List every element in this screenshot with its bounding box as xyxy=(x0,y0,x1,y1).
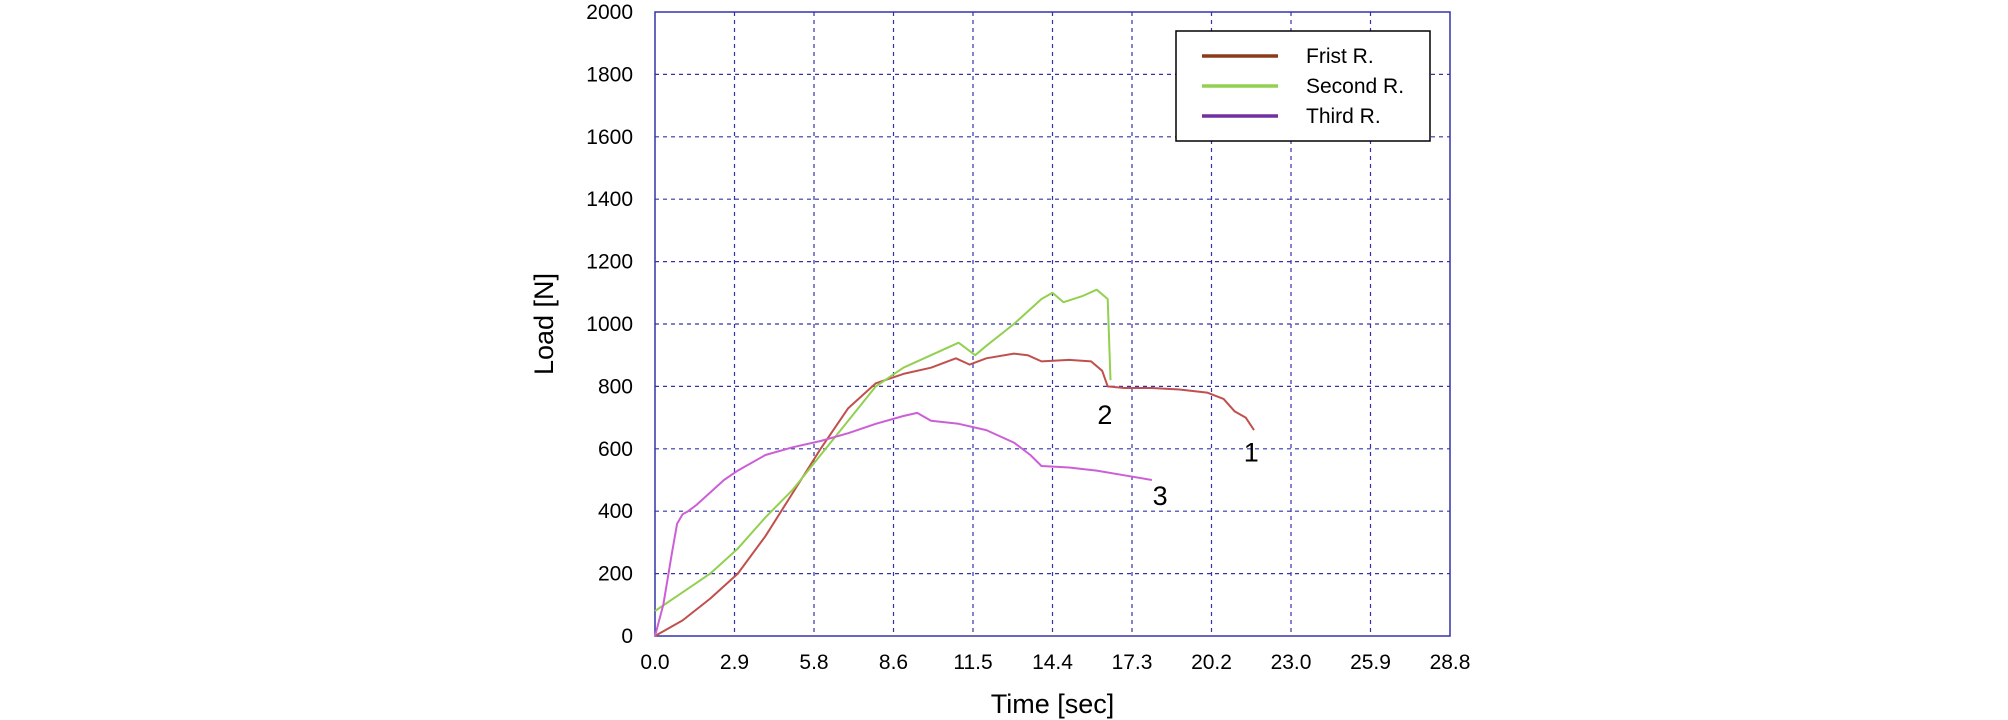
x-tick-label: 8.6 xyxy=(879,651,908,674)
x-tick-label: 28.8 xyxy=(1430,651,1471,674)
legend-label-2: Second R. xyxy=(1306,75,1404,98)
y-tick-label: 200 xyxy=(598,563,633,586)
x-tick-label: 23.0 xyxy=(1271,651,1312,674)
series-line-2 xyxy=(654,288,1112,612)
curve-annotation-3: 3 xyxy=(1153,481,1168,511)
annotations: 1 2 3 xyxy=(1097,400,1258,511)
x-tick-label: 25.9 xyxy=(1350,651,1391,674)
series-line-1 xyxy=(654,352,1255,637)
y-tick-label: 1400 xyxy=(586,188,633,211)
y-tick-label: 0 xyxy=(621,625,633,648)
plot-frame xyxy=(654,11,1451,637)
y-tick-label: 1200 xyxy=(586,251,633,274)
series-layer xyxy=(654,288,1255,637)
x-axis-title: Time [sec] xyxy=(991,689,1115,719)
x-tick-label: 2.9 xyxy=(720,651,749,674)
curve-annotation-2: 2 xyxy=(1097,400,1112,430)
x-tick-label: 20.2 xyxy=(1191,651,1232,674)
y-tick-label: 1600 xyxy=(586,126,633,149)
y-tick-label: 1000 xyxy=(586,313,633,336)
legend: Frist R. Second R. Third R. xyxy=(1175,30,1431,142)
y-tick-label: 1800 xyxy=(586,63,633,86)
legend-label-3: Third R. xyxy=(1306,105,1381,128)
curve-annotation-1: 1 xyxy=(1244,437,1259,467)
y-axis-title: Load [N] xyxy=(529,273,559,375)
y-tick-label: 2000 xyxy=(586,1,633,24)
x-tick-label: 14.4 xyxy=(1032,651,1073,674)
y-tick-labels: 0 200 400 600 800 1000 1200 1400 1600 1800 2000 xyxy=(586,1,633,648)
x-tick-label: 0.0 xyxy=(640,651,669,674)
x-tick-label: 17.3 xyxy=(1112,651,1153,674)
series-line-3 xyxy=(654,411,1153,637)
y-tick-label: 800 xyxy=(598,375,633,398)
y-tick-label: 600 xyxy=(598,438,633,461)
y-tick-label: 400 xyxy=(598,500,633,523)
x-tick-labels: 0.0 2.9 5.8 8.6 11.5 14.4 17.3 20.2 23.0 25.9 28.8 xyxy=(640,651,1470,674)
legend-label-1: Frist R. xyxy=(1306,45,1374,68)
x-tick-label: 11.5 xyxy=(953,651,992,674)
x-tick-label: 5.8 xyxy=(799,651,828,674)
